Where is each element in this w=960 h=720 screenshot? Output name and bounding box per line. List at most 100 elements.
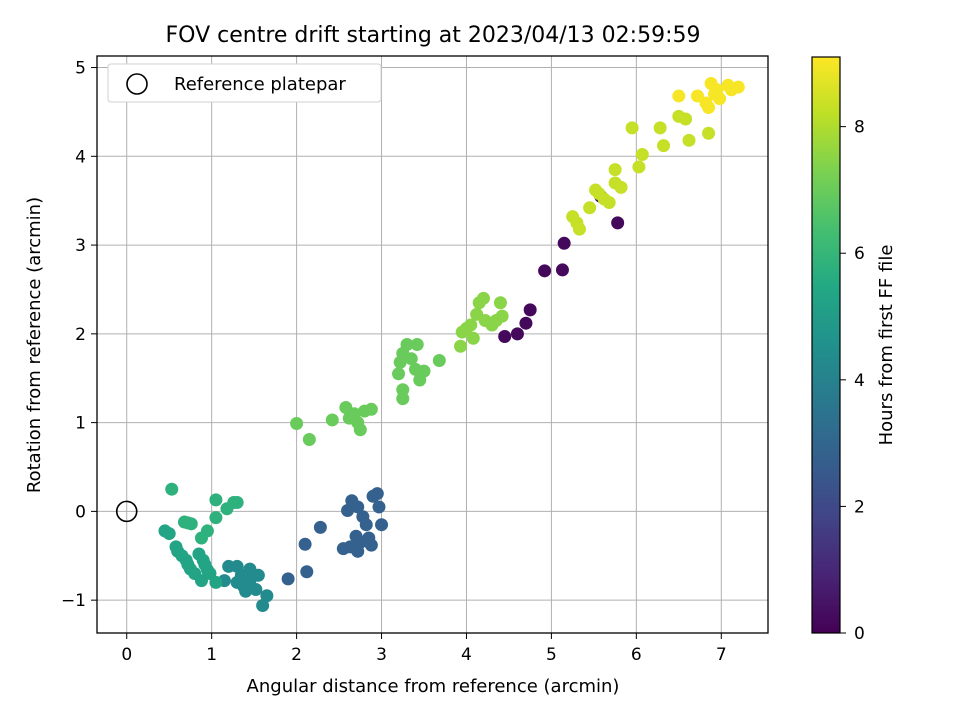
colorbar: 0 2 4 6 8 Hours from first FF file xyxy=(811,56,897,644)
x-tick-label: 1 xyxy=(206,645,217,665)
scatter-point xyxy=(493,296,507,310)
legend-label: Reference platepar xyxy=(174,74,346,95)
y-axis-label: Rotation from reference (arcmin) xyxy=(24,197,45,493)
scatter-point xyxy=(410,338,424,351)
x-tick-label: 2 xyxy=(291,645,302,665)
scatter-point xyxy=(298,537,312,551)
scatter-point xyxy=(209,575,223,589)
scatter-point xyxy=(682,133,696,147)
scatter-point xyxy=(290,417,304,431)
scatter-point xyxy=(635,148,649,162)
scatter-point xyxy=(392,367,406,381)
plot-frame xyxy=(96,55,769,634)
scatter-point xyxy=(281,572,295,586)
scatter-point xyxy=(194,574,208,588)
scatter-point xyxy=(162,527,176,541)
scatter-point xyxy=(249,583,263,597)
x-tick-label: 6 xyxy=(631,645,642,665)
scatter-point xyxy=(404,352,418,366)
colorbar-tick-label: 4 xyxy=(854,371,865,391)
scatter-point xyxy=(325,413,339,427)
y-tick-label: 3 xyxy=(75,236,86,256)
x-tick-label: 5 xyxy=(546,645,557,665)
scatter-point xyxy=(608,163,622,177)
scatter-point xyxy=(222,559,236,573)
colorbar-tick-label: 8 xyxy=(854,118,865,138)
colorbar-ticks: 0 2 4 6 8 xyxy=(840,118,865,644)
scatter-point xyxy=(672,89,686,103)
x-tick-label: 4 xyxy=(461,645,472,665)
scatter-point xyxy=(495,309,509,323)
scatter-point xyxy=(583,201,597,215)
scatter-point xyxy=(165,482,179,496)
colorbar-tick-label: 2 xyxy=(854,497,865,517)
scatter-point xyxy=(353,423,367,437)
scatter-point xyxy=(302,432,316,446)
y-tick-label: −1 xyxy=(61,591,86,611)
scatter-point xyxy=(702,126,716,140)
scatter-point xyxy=(653,121,667,135)
scatter-point xyxy=(466,331,480,345)
scatter-point xyxy=(256,598,270,612)
scatter-point xyxy=(432,353,446,367)
scatter-point xyxy=(679,112,693,126)
scatter-point xyxy=(523,303,537,317)
legend: Reference platepar xyxy=(107,63,382,103)
x-axis-label: Angular distance from reference (arcmin) xyxy=(247,676,620,697)
reference-platepar-marker xyxy=(115,500,138,523)
scatter-point xyxy=(251,568,265,582)
scatter-point xyxy=(602,195,616,209)
scatter-point xyxy=(625,121,639,135)
scatter-point xyxy=(372,500,386,514)
scatter-point xyxy=(300,565,314,579)
scatter-point xyxy=(375,518,389,532)
scatter-point xyxy=(370,487,384,501)
y-tick-label: 1 xyxy=(75,414,86,434)
y-tick-label: 5 xyxy=(75,59,86,79)
colorbar-label: Hours from first FF file xyxy=(876,245,897,446)
chart-title: FOV centre drift starting at 2023/04/13 … xyxy=(166,23,701,48)
scatter-point xyxy=(510,327,524,341)
scatter-point xyxy=(691,89,705,103)
data-points xyxy=(158,77,745,612)
scatter-point xyxy=(313,520,327,534)
scatter-point xyxy=(364,538,378,552)
scatter-point xyxy=(713,92,727,106)
x-tick-label: 7 xyxy=(716,645,727,665)
legend-box xyxy=(107,63,382,103)
scatter-point xyxy=(351,500,365,514)
scatter-point xyxy=(657,139,671,153)
scatter-point xyxy=(498,330,512,344)
scatter-point xyxy=(230,496,244,510)
scatter-point xyxy=(260,589,274,603)
scatter-point xyxy=(239,584,253,598)
x-tick-label: 0 xyxy=(121,645,132,665)
colorbar-tick-label: 0 xyxy=(854,624,865,644)
scatter-point xyxy=(417,364,431,378)
scatter-point xyxy=(702,100,716,114)
y-tick-label: 2 xyxy=(75,325,86,345)
scatter-point xyxy=(632,160,646,174)
colorbar-tick-label: 6 xyxy=(854,244,865,264)
scatter-point xyxy=(464,318,478,332)
scatter-point xyxy=(614,180,628,194)
scatter-point xyxy=(476,291,490,305)
scatter-point xyxy=(611,216,625,230)
scatter-point xyxy=(341,503,355,517)
scatter-point xyxy=(555,263,569,277)
y-tick-label: 0 xyxy=(75,502,86,522)
x-axis: 0 1 2 3 4 5 6 7 xyxy=(121,633,727,665)
scatter-point xyxy=(400,338,414,351)
scatter-point xyxy=(731,80,745,94)
scatter-point xyxy=(364,402,378,416)
colorbar-gradient xyxy=(811,56,841,634)
x-tick-label: 3 xyxy=(376,645,387,665)
scatter-point xyxy=(396,383,410,397)
scatter-point xyxy=(200,524,214,538)
scatter-point xyxy=(336,542,350,556)
scatter-point xyxy=(454,339,468,353)
scatter-point xyxy=(209,511,223,525)
scatter-point xyxy=(359,518,373,532)
y-tick-label: 4 xyxy=(75,147,86,167)
